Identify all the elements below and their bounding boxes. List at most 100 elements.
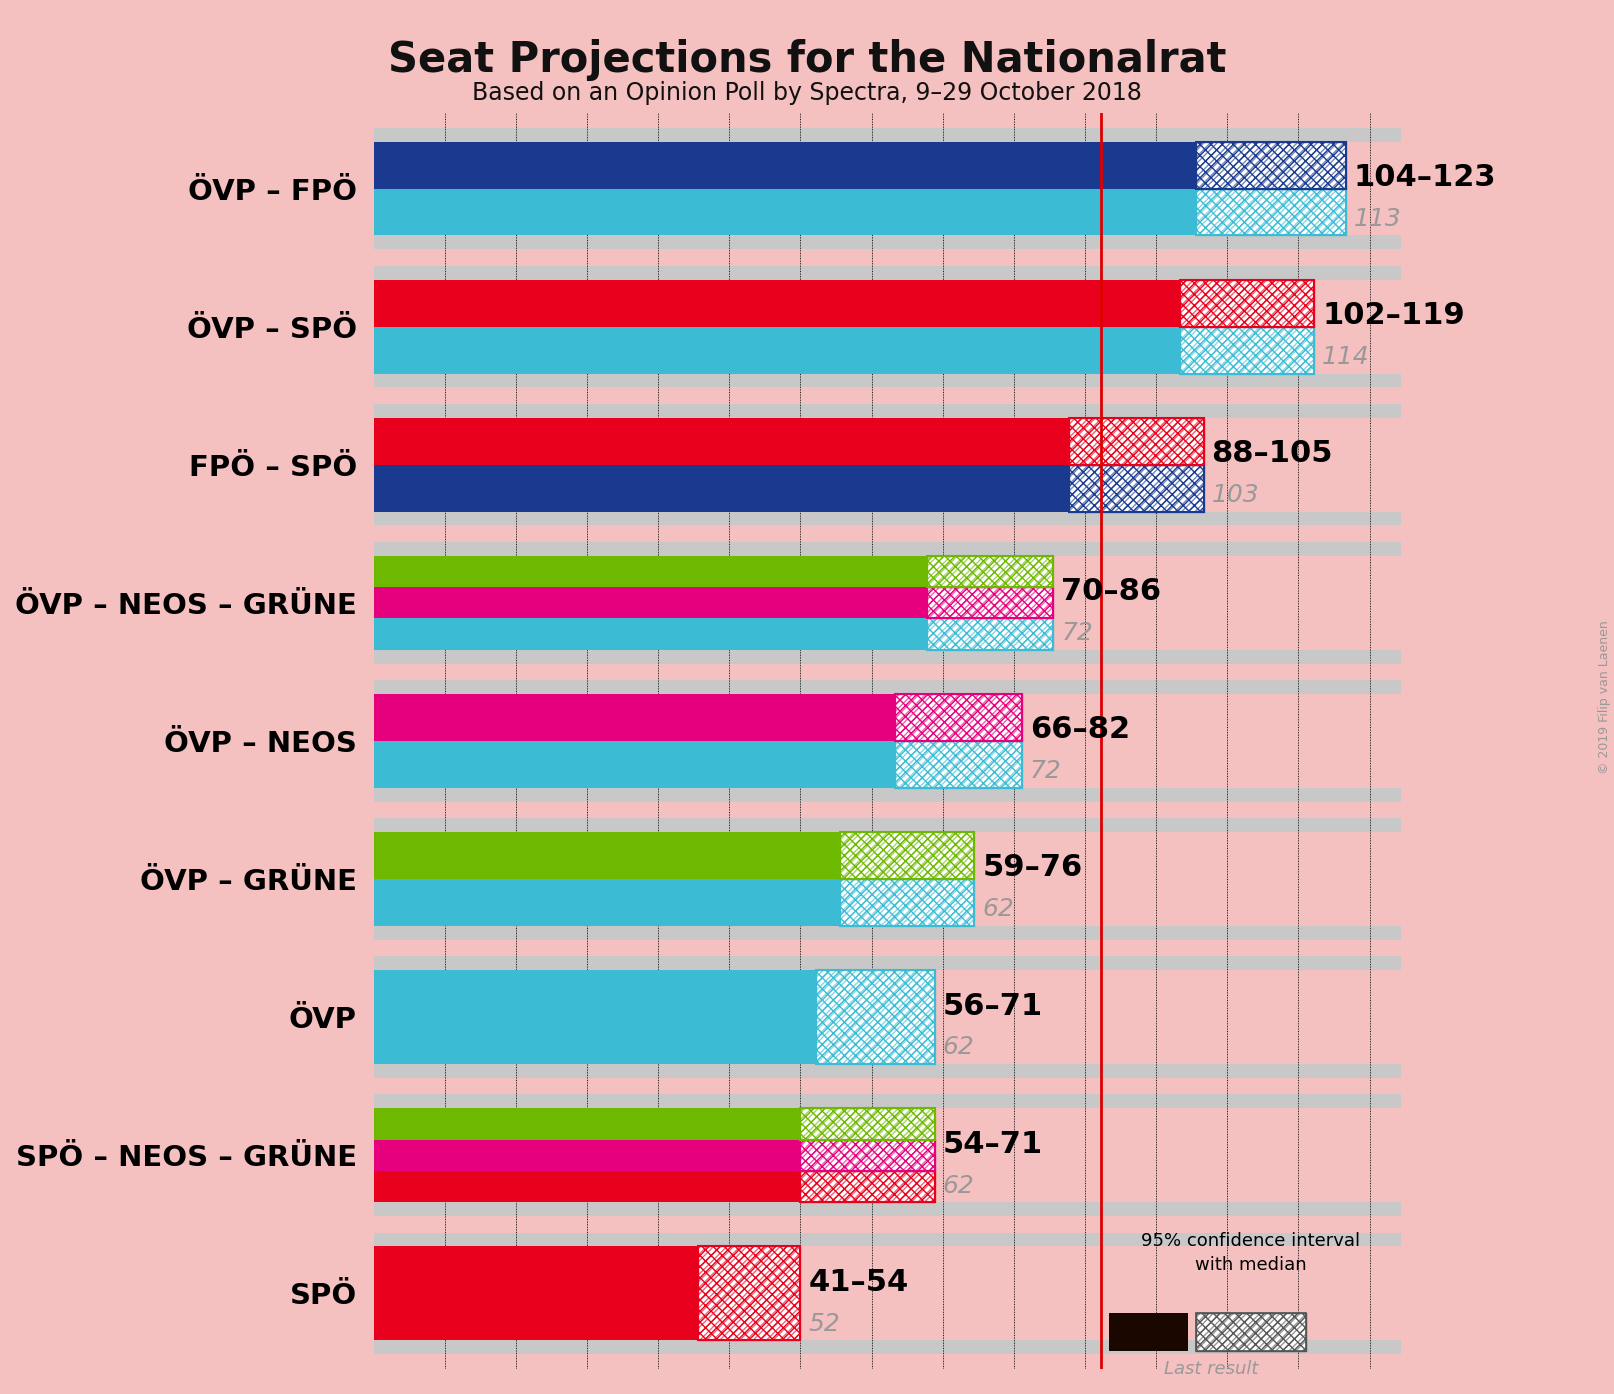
Text: 41–54: 41–54 (809, 1267, 909, 1296)
Text: 72: 72 (1030, 760, 1062, 783)
Text: Last result: Last result (1164, 1359, 1259, 1377)
Bar (896, 694, 1022, 742)
Bar (373, 926, 1401, 940)
Bar (373, 1246, 697, 1340)
Bar (1180, 326, 1314, 374)
Bar (926, 587, 1054, 619)
Text: 113: 113 (1354, 206, 1401, 231)
Bar (373, 650, 1401, 664)
Bar (1180, 326, 1314, 374)
Text: 72: 72 (1062, 622, 1093, 645)
Bar (373, 404, 1401, 418)
Bar (839, 832, 975, 880)
Bar (1068, 464, 1204, 512)
Text: 66–82: 66–82 (1030, 715, 1130, 744)
Bar (1068, 464, 1204, 512)
Bar (373, 1108, 801, 1139)
Bar (697, 1246, 801, 1340)
Bar (1109, 1313, 1188, 1351)
Bar (817, 970, 935, 1064)
Bar (373, 464, 1068, 512)
Bar (1180, 280, 1314, 326)
Bar (839, 880, 975, 926)
Bar (373, 672, 1401, 810)
Bar (373, 374, 1401, 388)
Bar (817, 970, 935, 1064)
Bar (373, 694, 896, 742)
Bar (817, 970, 935, 1064)
Bar (926, 587, 1054, 619)
Bar (896, 742, 1022, 788)
Bar (896, 742, 1022, 788)
Bar (896, 694, 1022, 742)
Text: Seat Projections for the Nationalrat: Seat Projections for the Nationalrat (387, 39, 1227, 81)
Bar (373, 948, 1401, 1086)
Bar (1180, 280, 1314, 326)
Bar (801, 1171, 935, 1202)
Bar (926, 619, 1054, 650)
Bar (373, 1094, 1401, 1108)
Bar (839, 880, 975, 926)
Bar (373, 280, 1180, 326)
Bar (373, 1171, 801, 1202)
Bar (373, 970, 817, 1064)
Text: 59–76: 59–76 (983, 853, 1083, 882)
Bar (373, 418, 1068, 464)
Bar (1196, 1313, 1306, 1351)
Bar (1196, 142, 1346, 188)
Bar (1196, 142, 1346, 188)
Bar (839, 832, 975, 880)
Bar (373, 534, 1401, 672)
Bar (373, 788, 1401, 802)
Bar (373, 1202, 1401, 1216)
Bar (373, 832, 839, 880)
Bar (373, 236, 1401, 250)
Bar (926, 556, 1054, 587)
Bar (839, 832, 975, 880)
Text: 104–123: 104–123 (1354, 163, 1496, 192)
Bar (697, 1246, 801, 1340)
Bar (373, 1232, 1401, 1246)
Bar (373, 956, 1401, 970)
Bar (373, 1086, 1401, 1224)
Bar (1180, 280, 1314, 326)
Bar (801, 1139, 935, 1171)
Text: 62: 62 (943, 1036, 975, 1059)
Text: Based on an Opinion Poll by Spectra, 9–29 October 2018: Based on an Opinion Poll by Spectra, 9–2… (471, 81, 1143, 105)
Bar (801, 1171, 935, 1202)
Bar (373, 258, 1401, 396)
Bar (1068, 464, 1204, 512)
Bar (1196, 142, 1346, 188)
Bar (1196, 1313, 1306, 1351)
Bar (373, 512, 1401, 526)
Bar (801, 1108, 935, 1139)
Bar (373, 396, 1401, 534)
Text: 56–71: 56–71 (943, 991, 1043, 1020)
Bar (1196, 188, 1346, 236)
Bar (373, 818, 1401, 832)
Bar (373, 188, 1196, 236)
Bar (1180, 280, 1314, 326)
Bar (697, 1246, 801, 1340)
Bar (373, 1064, 1401, 1078)
Bar (373, 742, 896, 788)
Bar (896, 694, 1022, 742)
Bar (926, 556, 1054, 587)
Bar (926, 619, 1054, 650)
Bar (896, 742, 1022, 788)
Bar (801, 1139, 935, 1171)
Bar (1196, 142, 1346, 188)
Bar (373, 680, 1401, 694)
Bar (373, 1340, 1401, 1354)
Bar (839, 832, 975, 880)
Bar (1068, 418, 1204, 464)
Bar (817, 970, 935, 1064)
Bar (373, 1224, 1401, 1362)
Text: 88–105: 88–105 (1212, 439, 1333, 468)
Text: © 2019 Filip van Laenen: © 2019 Filip van Laenen (1598, 620, 1611, 774)
Bar (1068, 464, 1204, 512)
Bar (839, 880, 975, 926)
Bar (1068, 418, 1204, 464)
Bar (1196, 188, 1346, 236)
Bar (373, 120, 1401, 258)
